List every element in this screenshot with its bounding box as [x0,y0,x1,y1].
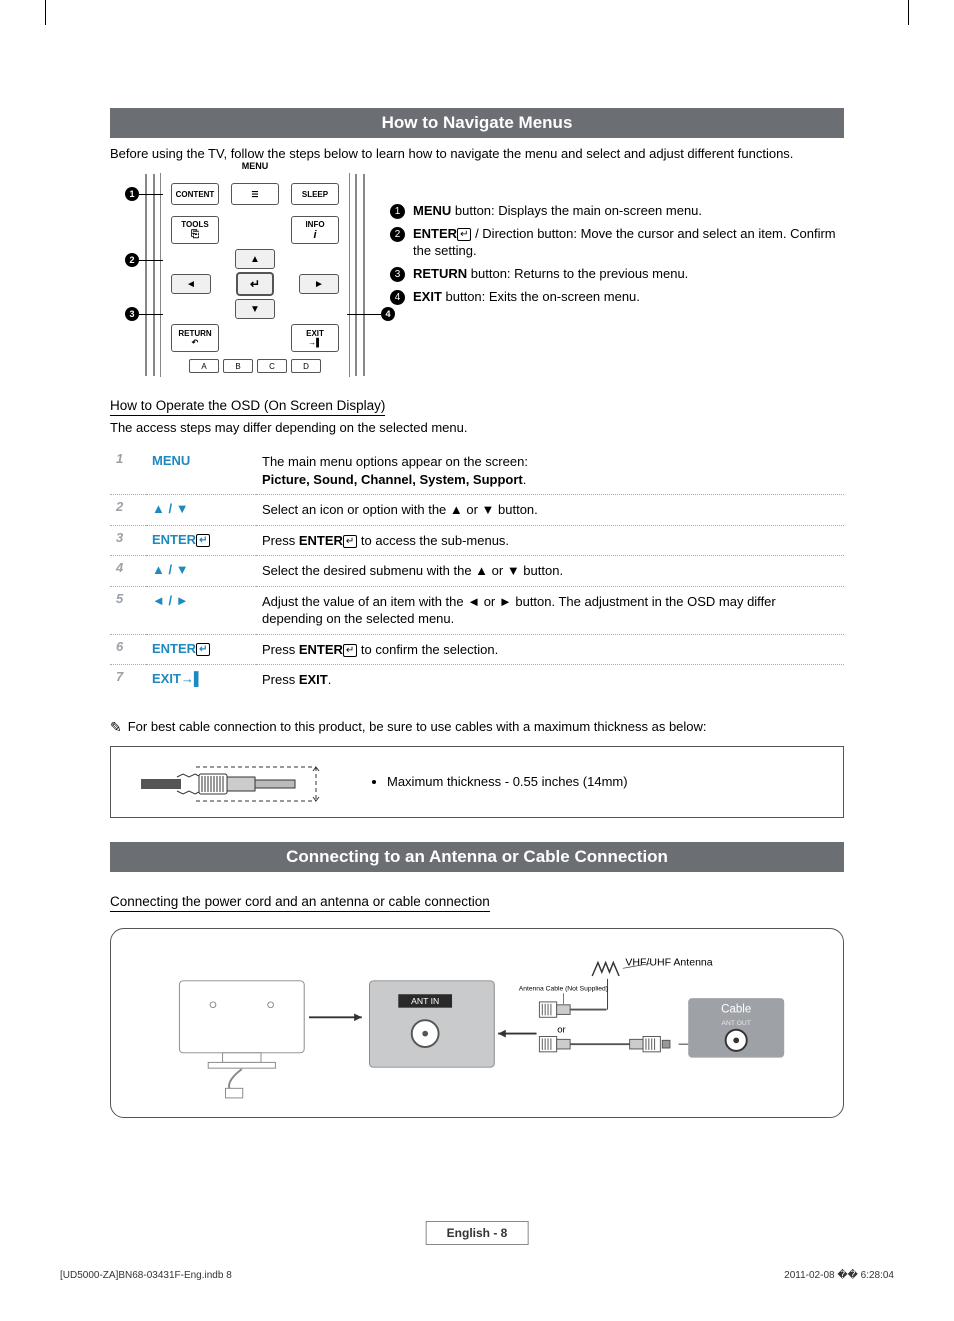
crop-mark-left [45,0,46,25]
remote-diagram: MENU CONTENT ☰ SLEEP TOOLS⎘ INFOi ▲ ▼ ◄ … [160,173,350,377]
antin-label: ANT IN [411,996,439,1006]
step-desc: The main menu options appear on the scre… [256,447,844,495]
dpad-up: ▲ [235,249,275,269]
section1-intro: Before using the TV, follow the steps be… [110,146,844,161]
legend-item-4: 4 EXIT button: Exits the on-screen menu. [390,289,844,306]
remote-return-btn: RETURN↶ [171,324,219,352]
step-number: 4 [110,556,146,587]
color-a: A [189,359,219,373]
legend-list: 1 MENU button: Displays the main on-scree… [390,173,844,311]
legend-item-3: 3 RETURN button: Returns to the previous … [390,266,844,283]
section2-subheader: Connecting the power cord and an antenna… [110,894,490,912]
step-key: EXIT→▌ [146,665,256,695]
remote-menu-btn: ☰ [231,183,279,205]
section1-header: How to Navigate Menus [110,108,844,138]
step-key: ENTER↵ [146,525,256,556]
step-key: ENTER↵ [146,634,256,665]
remote-exit-btn: EXIT→▌ [291,324,339,352]
connection-diagram: ANT IN or [110,928,844,1118]
dpad-left: ◄ [171,274,211,294]
tools-label: TOOLS [181,220,208,229]
step-row: 3 ENTER↵ Press ENTER↵ to access the sub-… [110,525,844,556]
callout-4: 4 [347,307,395,321]
antout-label: ANT OUT [722,1020,751,1027]
callout-2: 2 [125,253,163,267]
legend-item-2: 2 ENTER↵ / Direction button: Move the cur… [390,226,844,260]
step-number: 3 [110,525,146,556]
step-number: 2 [110,495,146,526]
step-row: 4 ▲ / ▼ Select the desired submenu with … [110,556,844,587]
remote-menu-label: MENU [242,161,269,171]
connection-svg: ANT IN or [141,949,813,1099]
legend-text: MENU button: Displays the main on-screen… [413,203,702,220]
osd-subtext: The access steps may differ depending on… [110,420,844,435]
page-content: How to Navigate Menus Before using the T… [0,0,954,1118]
callout-3: 3 [125,307,163,321]
cable-note-text: For best cable connection to this produc… [128,719,707,734]
cable-thickness-box: Maximum thickness - 0.55 inches (14mm) [110,746,844,818]
step-desc: Adjust the value of an item with the ◄ o… [256,586,844,634]
remote-content-btn: CONTENT [171,183,219,205]
step-row: 7 EXIT→▌ Press EXIT. [110,665,844,695]
legend-text: ENTER↵ / Direction button: Move the curs… [413,226,844,260]
info-label: INFO [305,220,324,229]
remote-info-btn: INFOi [291,216,339,244]
page-footer: English - 8 [426,1221,529,1245]
cable-bullet-list: Maximum thickness - 0.55 inches (14mm) [371,774,628,789]
step-desc: Press EXIT. [256,665,844,695]
dpad-right: ► [299,274,339,294]
legend-text: EXIT button: Exits the on-screen menu. [413,289,640,306]
footer-line: [UD5000-ZA]BN68-03431F-Eng.indb 8 2011-0… [60,1270,894,1281]
callout-1: 1 [125,187,163,201]
dpad-down: ▼ [235,299,275,319]
exit-label: EXIT [306,329,324,338]
step-number: 6 [110,634,146,665]
legend-num: 1 [390,204,405,219]
pencil-icon: ✎ [110,719,122,736]
step-key: ◄ / ► [146,586,256,634]
remote-and-legend: MENU CONTENT ☰ SLEEP TOOLS⎘ INFOi ▲ ▼ ◄ … [110,173,844,377]
step-number: 5 [110,586,146,634]
footer-right: 2011-02-08 �� 6:28:04 [784,1270,894,1281]
osd-subheader: How to Operate the OSD (On Screen Displa… [110,398,385,416]
remote-sleep-btn: SLEEP [291,183,339,205]
legend-num: 2 [390,227,405,242]
cable-bullet: Maximum thickness - 0.55 inches (14mm) [387,774,628,789]
return-label: RETURN [178,329,211,338]
vhf-label: VHF/UHF Antenna [625,956,712,968]
dpad-enter: ↵ [236,272,274,296]
step-desc: Press ENTER↵ to confirm the selection. [256,634,844,665]
step-row: 5 ◄ / ► Adjust the value of an item with… [110,586,844,634]
step-number: 7 [110,665,146,695]
step-row: 6 ENTER↵ Press ENTER↵ to confirm the sel… [110,634,844,665]
step-number: 1 [110,447,146,495]
cable-illustration [141,757,341,807]
remote-dpad: ▲ ▼ ◄ ► ↵ [171,249,339,319]
color-c: C [257,359,287,373]
step-key: ▲ / ▼ [146,556,256,587]
legend-item-1: 1 MENU button: Displays the main on-scree… [390,203,844,220]
antcable-label: Antenna Cable (Not Supplied) [519,985,608,992]
step-desc: Press ENTER↵ to access the sub-menus. [256,525,844,556]
color-b: B [223,359,253,373]
footer-left: [UD5000-ZA]BN68-03431F-Eng.indb 8 [60,1270,232,1281]
steps-table: 1 MENU The main menu options appear on t… [110,447,844,695]
legend-num: 4 [390,290,405,305]
step-desc: Select an icon or option with the ▲ or ▼… [256,495,844,526]
section2-header: Connecting to an Antenna or Cable Connec… [110,842,844,872]
color-d: D [291,359,321,373]
step-row: 1 MENU The main menu options appear on t… [110,447,844,495]
crop-mark-right [908,0,909,25]
or-label: or [557,1025,566,1036]
step-row: 2 ▲ / ▼ Select an icon or option with th… [110,495,844,526]
legend-text: RETURN button: Returns to the previous m… [413,266,688,283]
remote-tools-btn: TOOLS⎘ [171,216,219,244]
remote-color-buttons: A B C D [171,359,339,373]
cable-label: Cable [721,1003,751,1015]
legend-num: 3 [390,267,405,282]
step-key: ▲ / ▼ [146,495,256,526]
cable-note: ✎ For best cable connection to this prod… [110,719,844,736]
step-key: MENU [146,447,256,495]
step-desc: Select the desired submenu with the ▲ or… [256,556,844,587]
